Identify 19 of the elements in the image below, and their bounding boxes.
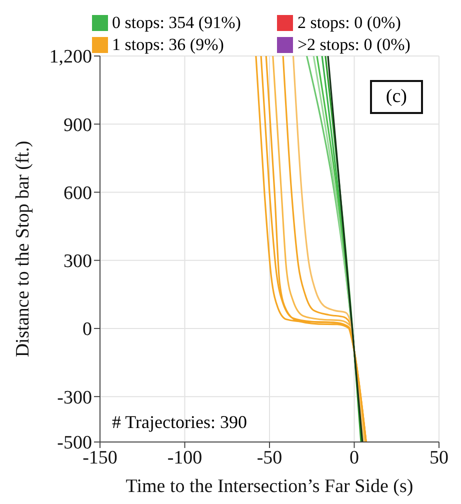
legend-label: 0 stops: 354 (91%) xyxy=(112,12,241,34)
y-tick-label: 1,200 xyxy=(49,46,92,68)
legend-label: 1 stops: 36 (9%) xyxy=(112,34,224,56)
x-tick-label: 50 xyxy=(430,447,448,468)
x-tick-label: -100 xyxy=(167,447,202,468)
legend-label: 2 stops: 0 (0%) xyxy=(297,12,401,34)
annotation: (c) xyxy=(370,80,423,114)
y-tick-label: 300 xyxy=(64,251,92,272)
x-tick-label: 0 xyxy=(350,447,359,468)
annotation: # Trajectories: 390 xyxy=(112,412,247,433)
y-tick-label: 0 xyxy=(82,319,92,340)
y-tick-label: -300 xyxy=(57,387,92,408)
y-tick-label: 600 xyxy=(64,182,92,204)
y-tick-label: 900 xyxy=(64,114,92,136)
x-tick-label: -50 xyxy=(256,447,282,468)
y-tick-label: -500 xyxy=(57,432,92,454)
legend-label: >2 stops: 0 (0%) xyxy=(297,34,410,56)
x-axis-title: Time to the Intersection’s Far Side (s) xyxy=(126,476,414,497)
y-axis-title: Distance to the Stop bar (ft.) xyxy=(12,140,34,358)
